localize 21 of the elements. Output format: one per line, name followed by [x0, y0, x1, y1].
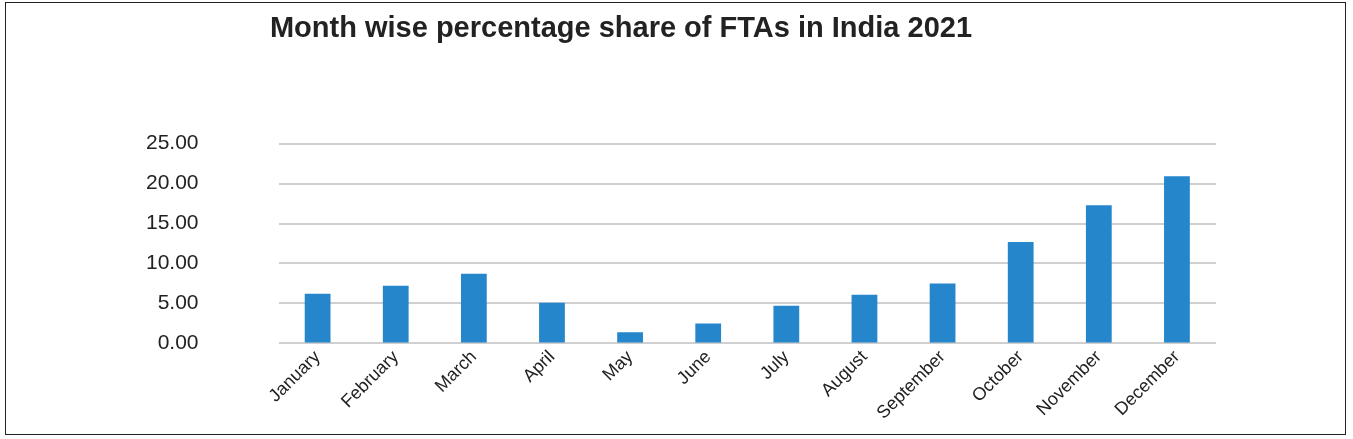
bar: [1164, 176, 1190, 343]
bar: [304, 293, 331, 343]
y-tick-label: 15.00: [145, 210, 199, 234]
y-tick-label: 10.00: [145, 250, 199, 274]
chart-title: Month wise percentage share of FTAs in India 2021: [268, 11, 974, 44]
y-tick-label: 25.00: [145, 130, 199, 154]
bar: [929, 283, 956, 343]
bar: [773, 305, 800, 343]
bar: [539, 302, 565, 343]
x-tick-label: May: [598, 346, 637, 385]
bar: [695, 323, 722, 343]
bar: [460, 273, 487, 343]
y-tick-label: 5.00: [157, 290, 199, 314]
bar: [382, 285, 409, 343]
x-tick-label: July: [755, 346, 793, 384]
y-tick-label: 0.00: [157, 330, 199, 354]
bar: [1007, 241, 1034, 343]
y-tick-label: 20.00: [145, 170, 199, 194]
bar: [1085, 205, 1112, 343]
bar: [617, 332, 643, 343]
bar: [851, 294, 878, 343]
